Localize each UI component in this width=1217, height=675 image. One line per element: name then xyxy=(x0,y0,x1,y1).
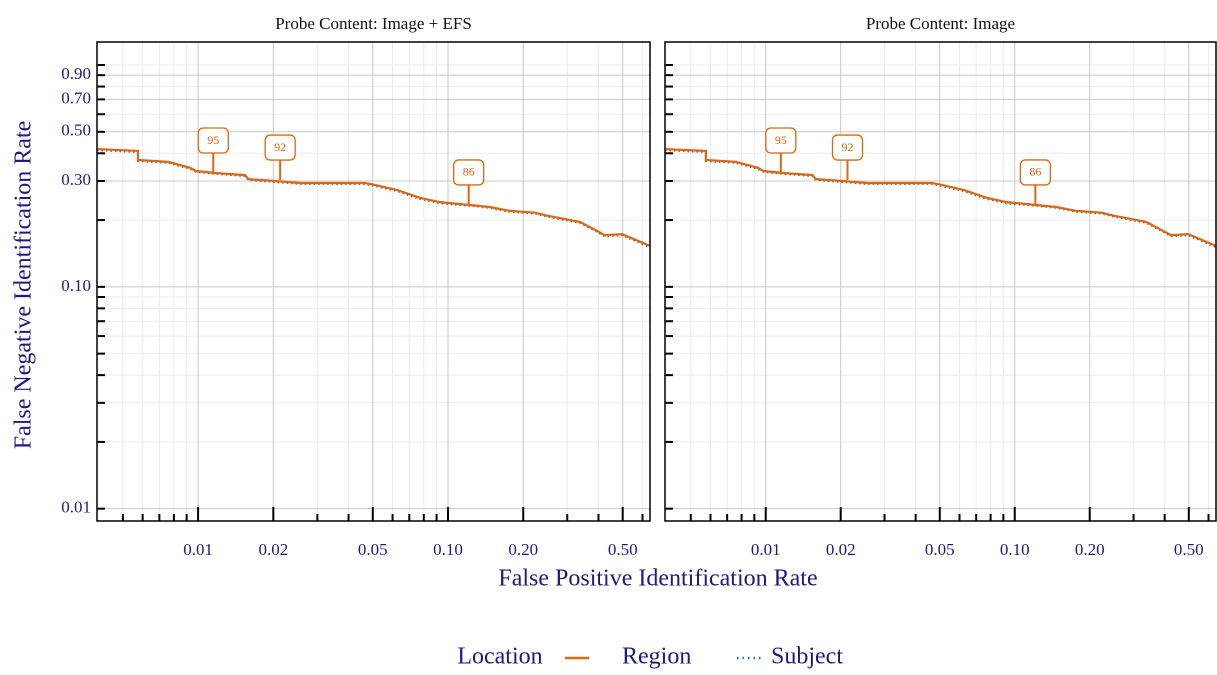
y-tick-label: 0.90 xyxy=(61,64,91,83)
y-tick-label: 0.01 xyxy=(61,498,91,517)
legend-label: Subject xyxy=(771,644,843,670)
x-tick-label: 0.05 xyxy=(925,540,955,559)
x-axis-label: False Positive Identification Rate xyxy=(498,566,817,592)
series-line xyxy=(96,148,651,247)
y-tick-label: 0.50 xyxy=(61,121,91,140)
x-tick-label: 0.50 xyxy=(1174,540,1204,559)
y-axis-label: False Negative Identification Rate xyxy=(11,121,37,450)
x-tick-label: 0.10 xyxy=(1000,540,1030,559)
x-tick-label: 0.20 xyxy=(508,540,538,559)
panel-frame xyxy=(664,41,1217,522)
annotation-box xyxy=(831,134,864,161)
x-tick-label: 0.20 xyxy=(1075,540,1105,559)
x-tick-label: 0.01 xyxy=(183,540,213,559)
annotation-label: 95 xyxy=(775,133,787,147)
x-tick-label: 0.02 xyxy=(826,540,856,559)
panel-title: Probe Content: Image + EFS xyxy=(275,14,472,33)
x-tick-label: 0.10 xyxy=(433,540,463,559)
annotation-box xyxy=(264,134,296,161)
x-tick-label: 0.05 xyxy=(358,540,388,559)
annotation-label: 92 xyxy=(274,140,286,154)
y-tick-label: 0.10 xyxy=(61,276,91,295)
x-tick-label: 0.50 xyxy=(608,540,638,559)
annotation-box xyxy=(453,159,485,186)
x-tick-label: 0.01 xyxy=(751,540,781,559)
y-tick-label: 0.30 xyxy=(61,170,91,189)
panel-title: Probe Content: Image xyxy=(866,14,1015,33)
annotation-label: 86 xyxy=(1029,165,1041,179)
y-tick-label: 0.70 xyxy=(61,88,91,107)
annotation-label: 86 xyxy=(463,165,475,179)
x-tick-label: 0.02 xyxy=(258,540,288,559)
series-line xyxy=(664,148,1217,247)
panel-frame xyxy=(96,41,651,522)
annotation-label: 95 xyxy=(207,133,219,147)
annotation-box xyxy=(197,127,229,154)
annotation-box xyxy=(765,127,797,154)
annotation-label: 92 xyxy=(841,140,853,154)
legend-title: Location xyxy=(457,644,542,670)
legend-label: Region xyxy=(622,644,691,670)
annotation-box xyxy=(1019,159,1052,186)
